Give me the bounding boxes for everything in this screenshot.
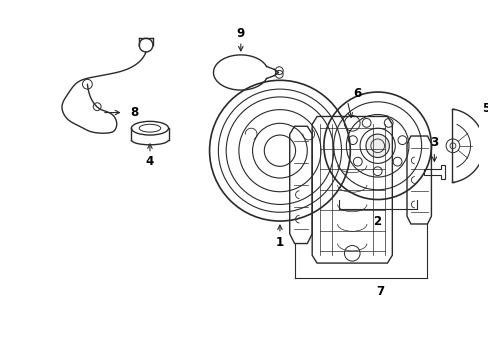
Text: 2: 2 (373, 215, 381, 228)
Text: 8: 8 (130, 106, 139, 119)
Text: 3: 3 (429, 136, 438, 149)
Text: 7: 7 (375, 285, 384, 298)
Text: 9: 9 (236, 27, 244, 40)
Circle shape (365, 134, 388, 158)
Text: 5: 5 (481, 102, 488, 115)
Text: 1: 1 (275, 236, 284, 249)
Text: 6: 6 (352, 86, 361, 99)
Text: 4: 4 (145, 155, 154, 168)
